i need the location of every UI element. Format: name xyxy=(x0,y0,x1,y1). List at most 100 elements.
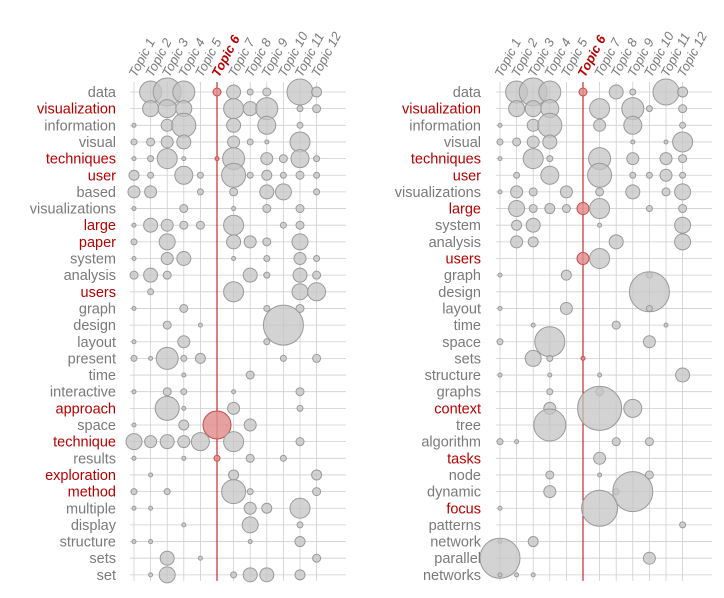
highlighted-term-label: large xyxy=(84,218,116,234)
term-label: design xyxy=(73,318,116,334)
term-topic-bubble xyxy=(608,234,624,250)
term-topic-bubble xyxy=(194,352,206,364)
term-topic-bubble xyxy=(176,134,192,150)
term-topic-bubble xyxy=(645,205,653,213)
term-topic-bubble xyxy=(292,267,308,283)
term-topic-bubble xyxy=(221,162,247,188)
term-topic-bubble xyxy=(274,183,292,201)
term-topic-bubble xyxy=(261,169,273,181)
term-topic-bubble xyxy=(544,203,556,215)
term-topic-bubble xyxy=(231,256,237,261)
term-topic-bubble xyxy=(179,303,189,313)
term-topic-bubble xyxy=(294,569,306,581)
term-label: information xyxy=(44,118,116,134)
term-topic-bubble xyxy=(131,305,137,311)
term-topic-bubble xyxy=(296,404,304,412)
term-topic-bubble xyxy=(546,354,554,362)
term-topic-bubble xyxy=(674,216,692,234)
term-label: network xyxy=(430,535,482,551)
term-topic-bubble xyxy=(307,282,327,302)
term-label: data xyxy=(453,85,482,101)
term-topic-bubble xyxy=(159,434,175,450)
term-topic-bubble xyxy=(663,139,669,145)
term-label: set xyxy=(97,568,116,584)
term-topic-bubble xyxy=(142,100,160,118)
term-topic-bubble xyxy=(510,185,524,199)
term-topic-bubble xyxy=(543,485,557,499)
term-topic-bubble xyxy=(644,437,654,447)
term-topic-bubble xyxy=(508,100,526,118)
term-topic-bubble xyxy=(578,87,588,97)
highlighted-term-label: user xyxy=(88,168,116,184)
term-topic-bubble xyxy=(587,162,613,188)
term-topic-bubble xyxy=(679,521,687,529)
term-topic-bubble xyxy=(245,370,255,380)
term-topic-bubble xyxy=(148,472,154,478)
matrix-chart-2: datavisualizationinformationvisualtechni… xyxy=(395,29,712,584)
term-topic-bubble xyxy=(247,539,253,545)
term-topic-bubble xyxy=(608,84,624,100)
term-topic-bubble xyxy=(611,437,621,447)
term-topic-bubble xyxy=(295,387,305,397)
term-topic-bubble xyxy=(295,303,305,313)
term-topic-bubble xyxy=(147,171,155,179)
term-topic-bubble xyxy=(160,218,174,232)
term-label: visual xyxy=(79,135,116,151)
term-topic-bubble xyxy=(146,137,156,147)
term-topic-bubble xyxy=(228,469,240,481)
term-topic-bubble xyxy=(181,522,187,528)
term-topic-bubble xyxy=(312,353,322,363)
term-topic-bubble xyxy=(143,267,159,283)
term-topic-bubble xyxy=(262,204,272,214)
term-topic-bubble xyxy=(652,78,680,106)
term-topic-bubble xyxy=(263,338,271,346)
term-topic-bubble xyxy=(226,234,242,250)
term-topic-bubble xyxy=(512,137,522,147)
term-topic-bubble xyxy=(131,256,137,261)
term-topic-bubble xyxy=(597,472,603,478)
term-topic-bubble xyxy=(290,149,310,169)
term-topic-bubble xyxy=(231,389,237,395)
term-topic-bubble xyxy=(659,168,673,182)
highlighted-term-label: tasks xyxy=(447,451,481,467)
term-topic-bubble xyxy=(547,372,553,378)
term-topic-bubble xyxy=(131,206,137,212)
term-topic-bubble xyxy=(534,326,566,358)
term-topic-bubble xyxy=(147,155,155,163)
term-topic-bubble xyxy=(611,320,621,330)
term-topic-bubble xyxy=(497,572,503,578)
term-topic-bubble xyxy=(179,204,189,214)
term-topic-bubble xyxy=(176,251,192,266)
term-topic-bubble xyxy=(196,171,204,179)
term-label: dynamic xyxy=(427,485,481,501)
term-topic-bubble xyxy=(148,539,154,545)
term-topic-bubble xyxy=(289,497,311,519)
term-topic-bubble xyxy=(162,270,172,280)
term-label: graph xyxy=(79,301,116,317)
term-topic-bubble xyxy=(524,100,542,118)
term-topic-bubble xyxy=(127,185,141,199)
term-topic-bubble xyxy=(581,489,619,527)
term-topic-bubble xyxy=(158,566,176,584)
term-topic-bubble xyxy=(246,488,254,496)
term-topic-bubble xyxy=(672,131,694,153)
term-topic-bubble xyxy=(559,301,573,315)
term-topic-bubble xyxy=(589,198,611,220)
term-label: node xyxy=(449,468,481,484)
term-topic-bubble xyxy=(131,339,137,345)
term-topic-bubble xyxy=(291,283,309,301)
term-label: networks xyxy=(423,568,481,584)
term-topic-bubble xyxy=(162,320,172,330)
term-label: space xyxy=(77,418,116,434)
term-topic-bubble xyxy=(177,435,191,449)
term-topic-bubble xyxy=(514,439,520,445)
term-topic-bubble xyxy=(510,235,524,249)
term-label: visualizations xyxy=(30,202,116,218)
term-label: algorithm xyxy=(421,435,481,451)
term-label: interactive xyxy=(50,385,116,401)
term-topic-bubble xyxy=(597,372,603,378)
term-topic-bubble xyxy=(129,270,139,280)
term-topic-bubble xyxy=(245,453,255,463)
term-topic-bubble xyxy=(678,104,688,114)
term-label: multiple xyxy=(66,501,116,517)
